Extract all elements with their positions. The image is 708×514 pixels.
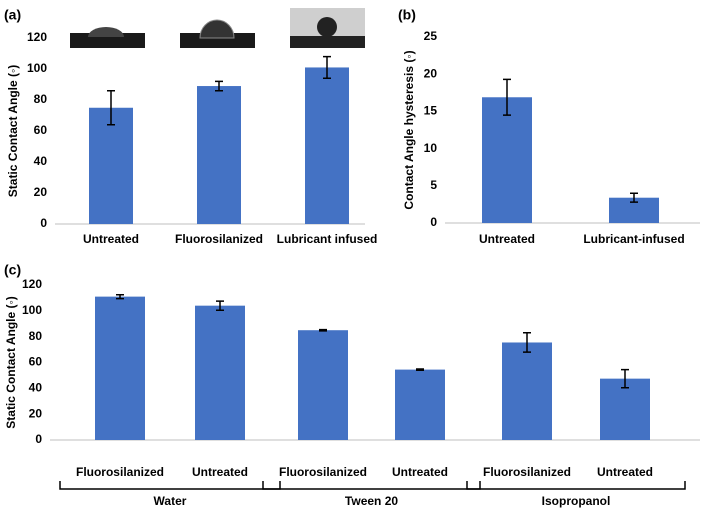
- error-bar: [215, 80, 223, 92]
- bar: [89, 107, 133, 224]
- y-tick-label: 120: [27, 30, 47, 44]
- y-tick-label: 60: [34, 123, 48, 137]
- y-tick-label: 60: [29, 355, 43, 369]
- x-tick-label: Lubricant infused: [277, 232, 378, 246]
- bar: [298, 330, 348, 440]
- y-tick-label: 0: [430, 215, 437, 229]
- group-label: Tween 20: [345, 494, 398, 508]
- error-bar: [503, 78, 511, 116]
- error-bar: [416, 368, 424, 371]
- error-bar: [216, 300, 224, 311]
- bar: [197, 86, 241, 224]
- droplet-photo: [180, 33, 255, 48]
- group-label: Isopropanol: [542, 494, 611, 508]
- y-tick-label: 15: [424, 104, 438, 118]
- x-tick-label: Untreated: [597, 465, 653, 479]
- group-bracket: [59, 481, 281, 490]
- x-tick-label: Untreated: [392, 465, 448, 479]
- y-tick-label: 40: [34, 154, 48, 168]
- y-tick-label: 20: [34, 185, 48, 199]
- droplet: [317, 17, 337, 37]
- bar: [600, 378, 650, 440]
- y-tick-label: 5: [430, 178, 437, 192]
- bar: [482, 97, 532, 223]
- error-bar: [323, 55, 331, 80]
- y-axis-label: Contact Angle hysteresis (◦): [402, 50, 416, 209]
- error-bar: [107, 89, 115, 126]
- bar: [395, 369, 445, 440]
- panel-label: (a): [4, 7, 21, 23]
- y-tick-label: 0: [35, 432, 42, 446]
- y-tick-label: 80: [29, 329, 43, 343]
- group-bracket: [262, 481, 481, 490]
- bar: [95, 296, 145, 440]
- y-tick-label: 20: [29, 406, 43, 420]
- x-tick-label: Fluorosilanized: [76, 465, 164, 479]
- x-tick-label: Fluorosilanized: [175, 232, 263, 246]
- y-tick-label: 80: [34, 92, 48, 106]
- x-tick-label: Untreated: [192, 465, 248, 479]
- panel-label: (c): [4, 262, 21, 278]
- x-tick-label: Lubricant-infused: [583, 232, 684, 246]
- bar: [305, 67, 349, 224]
- droplet: [199, 19, 235, 39]
- y-tick-label: 120: [22, 277, 42, 291]
- x-tick-label: Untreated: [83, 232, 139, 246]
- droplet-images: [70, 8, 365, 48]
- y-axis-label: Static Contact Angle (◦): [6, 65, 20, 197]
- bar: [195, 305, 245, 440]
- y-tick-label: 10: [424, 141, 438, 155]
- y-axis-label: Static Contact Angle (◦): [4, 296, 18, 428]
- x-tick-label: Untreated: [479, 232, 535, 246]
- y-tick-label: 0: [40, 216, 47, 230]
- error-bar: [116, 293, 124, 300]
- y-tick-label: 40: [29, 381, 43, 395]
- y-tick-label: 100: [27, 61, 47, 75]
- y-tick-label: 100: [22, 303, 42, 317]
- substrate: [290, 36, 365, 48]
- group-bracket: [466, 481, 686, 490]
- x-tick-label: Fluorosilanized: [279, 465, 367, 479]
- group-label: Water: [154, 494, 187, 508]
- droplet: [88, 27, 124, 37]
- x-tick-label: Fluorosilanized: [483, 465, 571, 479]
- error-bar: [319, 328, 327, 332]
- error-bar: [630, 192, 638, 203]
- y-tick-label: 20: [424, 66, 438, 80]
- panel-label: (b): [398, 7, 416, 23]
- y-tick-label: 25: [424, 29, 438, 43]
- error-bar: [523, 332, 531, 353]
- bar: [502, 342, 552, 440]
- error-bar: [621, 368, 629, 389]
